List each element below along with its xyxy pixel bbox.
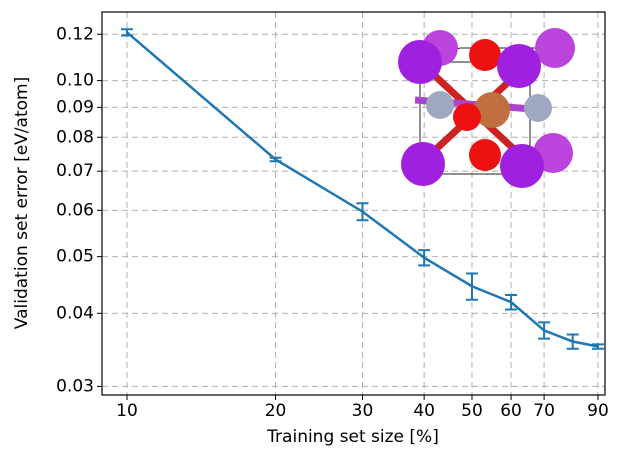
error-bar — [121, 29, 133, 35]
x-tick-label: 20 — [265, 401, 287, 421]
x-tick-label: 70 — [533, 401, 555, 421]
y-tick-label: 0.12 — [56, 24, 94, 44]
y-tick-label: 0.05 — [56, 247, 94, 267]
y-tick-label: 0.07 — [56, 161, 94, 181]
error-bar — [466, 273, 478, 299]
error-bar — [418, 250, 430, 265]
x-tick-label: 60 — [500, 401, 522, 421]
error-bar — [356, 203, 368, 220]
y-tick-label: 0.03 — [56, 376, 94, 396]
error-bar — [538, 322, 550, 338]
x-tick-label: 10 — [116, 401, 138, 421]
x-axis-label: Training set size [%] — [266, 427, 439, 447]
y-tick-label: 0.09 — [56, 97, 94, 117]
x-tick-label: 40 — [413, 401, 435, 421]
y-tick-label: 0.04 — [56, 303, 94, 323]
y-tick-label: 0.10 — [56, 71, 94, 91]
chart: Training set size [%] Validation set err… — [0, 0, 617, 449]
x-tick-label: 30 — [352, 401, 374, 421]
y-tick-label: 0.08 — [56, 127, 94, 147]
y-axis-label: Validation set error [eV/atom] — [12, 77, 32, 329]
x-tick-label: 90 — [587, 401, 609, 421]
x-tick-label: 50 — [461, 401, 483, 421]
error-bar — [270, 158, 282, 161]
y-tick-label: 0.06 — [56, 200, 94, 220]
